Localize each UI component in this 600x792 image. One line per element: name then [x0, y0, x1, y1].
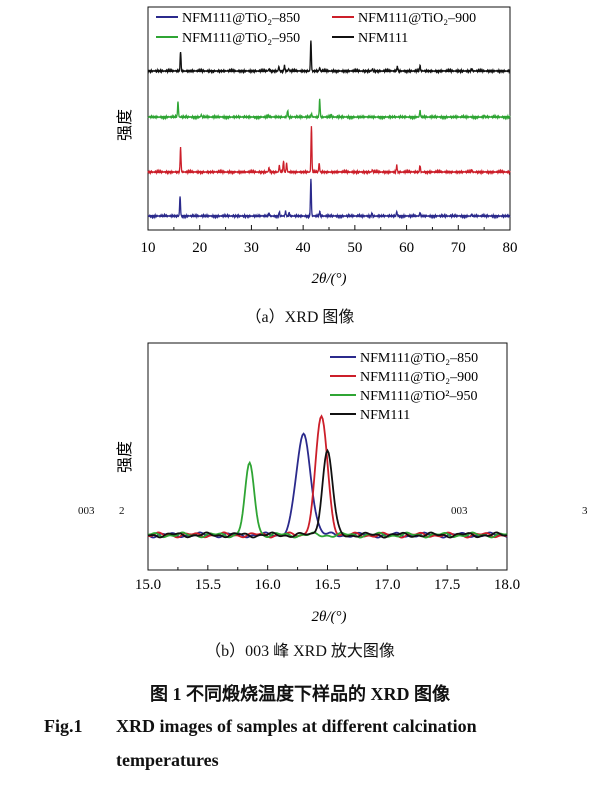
x-tick-label: 20 [192, 240, 207, 256]
legend-label: NFM111 [360, 408, 410, 423]
x-tick-label: 80 [503, 240, 518, 256]
y-axis-label: 强度 [116, 109, 134, 141]
series-line-2 [147, 460, 508, 539]
y-axis-label: 强度 [116, 441, 134, 473]
series-line-0 [147, 178, 511, 220]
x-tick-label: 15.5 [195, 577, 221, 593]
stray-label: 003 [451, 505, 468, 517]
x-tick-label: 17.5 [434, 577, 460, 593]
x-tick-label: 16.5 [314, 577, 340, 593]
legend-label: NFM111 [358, 31, 408, 46]
x-tick-label: 40 [296, 240, 311, 256]
xrd-chart: 10 20 30 40 50 60 70 80 强度 2θ/(°) NFM111@TiO₂–8… [116, 6, 518, 287]
x-tick-label: 10 [141, 240, 156, 256]
figure-caption-en: Fig.1 XRD images of samples at different … [44, 716, 477, 737]
subplot-caption-b: （b）003 峰 XRD 放大图像 [205, 643, 395, 660]
stray-label: 3 [582, 505, 588, 517]
x-tick-label: 15.0 [135, 577, 161, 593]
subplot-caption-a: （a）XRD 图像 [245, 309, 355, 326]
figure-caption-en-line2: temperatures [116, 750, 219, 770]
x-tick-label: 60 [399, 240, 414, 256]
legend-label: NFM111@TiO₂–850 [182, 11, 300, 26]
stray-label: 003 [78, 505, 95, 517]
series-line-1 [147, 126, 511, 176]
x-tick-label: 50 [347, 240, 362, 256]
legend-label: NFM111@TiO₂–900 [358, 11, 476, 26]
legend-label: NFM111@TiO₂–900 [360, 370, 478, 385]
legend-label: NFM111@TiO²–950 [360, 389, 477, 404]
x-axis-label: 2θ/(°) [311, 271, 346, 287]
series-line-2 [147, 98, 511, 121]
xrd-003-peak-chart: 15.0 15.5 16.0 16.5 17.0 17.5 18.0 强度 2θ/(°) N… [116, 342, 520, 625]
series-line-3 [147, 448, 508, 539]
figure-caption-cn: 图 1 不同煅烧温度下样品的 XRD 图像 [150, 684, 450, 704]
x-tick-label: 70 [451, 240, 466, 256]
legend: NFM111@TiO₂–850 NFM111@TiO₂–900 NFM111@TiO… [330, 351, 478, 423]
x-tick-label: 30 [244, 240, 259, 256]
x-tick-label: 18.0 [494, 577, 520, 593]
figure-caption-en-line1: XRD images of samples at different calci… [116, 716, 477, 736]
figure-label: Fig.1 [44, 716, 83, 736]
x-tick-label: 16.0 [255, 577, 281, 593]
legend: NFM111@TiO₂–850 NFM111@TiO₂–900 NFM111@TiO… [156, 11, 476, 46]
series-line-3 [147, 40, 511, 75]
stray-label: 2 [119, 505, 125, 517]
x-tick-label: 17.0 [374, 577, 400, 593]
legend-label: NFM111@TiO₂–950 [182, 31, 300, 46]
legend-label: NFM111@TiO₂–850 [360, 351, 478, 366]
x-axis-label: 2θ/(°) [311, 609, 346, 625]
series-line-1 [147, 414, 508, 539]
